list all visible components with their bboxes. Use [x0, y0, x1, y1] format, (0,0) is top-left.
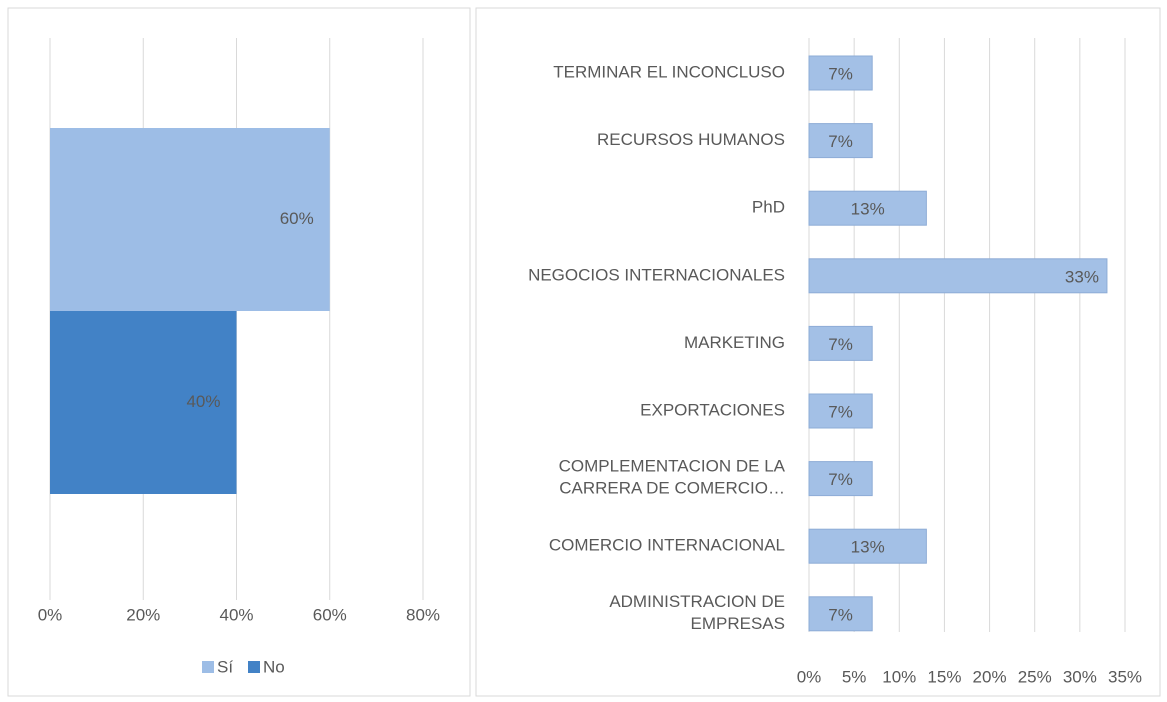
legend-label: Sí [217, 657, 233, 676]
data-label: 13% [851, 200, 885, 219]
bar [808, 325, 873, 361]
bar [808, 190, 927, 226]
x-tick-label: 60% [313, 605, 347, 624]
legend-swatch [202, 661, 214, 673]
bar [808, 528, 927, 564]
data-label: 7% [828, 64, 853, 83]
y-tick-label: ADMINISTRACION DE EMPRESAS [609, 592, 785, 633]
data-label: 13% [851, 538, 885, 557]
legend-label: No [263, 657, 285, 676]
bar [808, 393, 873, 429]
y-tick-label: PhD [752, 198, 785, 217]
data-label: 60% [280, 209, 314, 228]
bar [808, 55, 873, 91]
x-tick-label: 30% [1063, 667, 1097, 686]
y-tick-label: RECURSOS HUMANOS [597, 130, 785, 149]
y-tick-label: EXPORTACIONES [640, 400, 785, 419]
x-tick-label: 40% [219, 605, 253, 624]
bar [808, 596, 873, 632]
x-tick-label: 0% [797, 667, 822, 686]
bar [808, 123, 873, 159]
data-label: 7% [828, 132, 853, 151]
x-tick-label: 35% [1108, 667, 1142, 686]
x-tick-label: 10% [882, 667, 916, 686]
y-tick-label: TERMINAR EL INCONCLUSO [553, 62, 785, 81]
data-label: 7% [828, 335, 853, 354]
x-tick-label: 5% [842, 667, 867, 686]
x-tick-label: 25% [1018, 667, 1052, 686]
x-tick-label: 15% [927, 667, 961, 686]
x-tick-label: 20% [973, 667, 1007, 686]
y-tick-label: MARKETING [684, 333, 785, 352]
x-tick-label: 20% [126, 605, 160, 624]
x-tick-label: 80% [406, 605, 440, 624]
data-label: 7% [828, 470, 853, 489]
y-tick-label: COMPLEMENTACION DE LA CARRERA DE COMERCIO… [559, 457, 786, 498]
bar [808, 461, 873, 497]
data-label: 7% [828, 402, 853, 421]
y-tick-label: NEGOCIOS INTERNACIONALES [528, 265, 785, 284]
data-label: 7% [828, 605, 853, 624]
bar [50, 311, 237, 494]
legend-swatch [248, 661, 260, 673]
data-label: 33% [1065, 267, 1099, 286]
bar [808, 258, 1108, 294]
data-label: 40% [186, 392, 220, 411]
bar [50, 128, 330, 311]
y-tick-label: COMERCIO INTERNACIONAL [549, 536, 785, 555]
x-tick-label: 0% [38, 605, 63, 624]
